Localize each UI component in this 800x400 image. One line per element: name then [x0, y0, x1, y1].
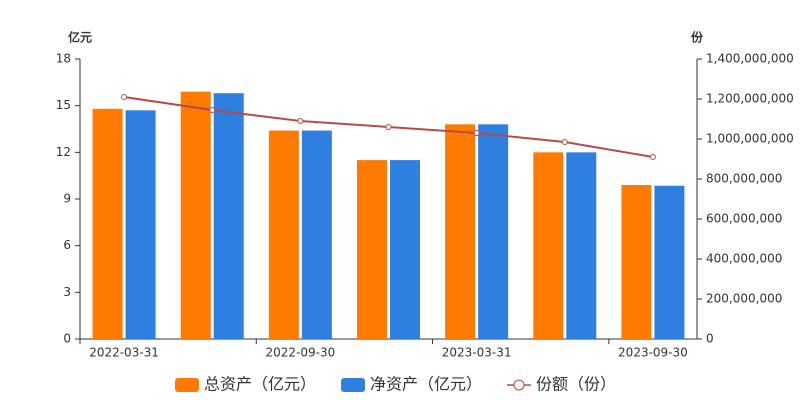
y2-tick-label: 200,000,000 — [706, 292, 782, 306]
y-tick-label: 18 — [56, 52, 71, 66]
y-tick-label: 6 — [63, 238, 71, 252]
y-tick-label: 12 — [56, 145, 71, 159]
bar — [92, 108, 123, 340]
bar — [301, 130, 332, 339]
bar — [268, 130, 299, 339]
bar — [566, 152, 597, 339]
bar — [213, 93, 244, 339]
legend-label: 净资产（亿元） — [370, 375, 482, 394]
bar — [125, 110, 156, 339]
y2-tick-label: 1,000,000,000 — [706, 132, 794, 146]
y2-tick-label: 400,000,000 — [706, 252, 782, 266]
x-tick-label: 2022-09-30 — [265, 346, 335, 360]
y2-tick-label: 800,000,000 — [706, 172, 782, 186]
bar — [654, 185, 685, 339]
line-point — [209, 107, 216, 113]
y2-axis-unit: 份 — [691, 30, 704, 45]
line-point — [297, 118, 304, 124]
bar — [621, 185, 652, 339]
bar — [478, 124, 509, 339]
bar — [445, 124, 476, 339]
y2-tick-label: 600,000,000 — [706, 212, 782, 226]
y2-tick-label: 1,400,000,000 — [706, 52, 794, 66]
x-tick-label: 2023-03-31 — [442, 346, 512, 360]
y2-tick-label: 1,200,000,000 — [706, 92, 794, 106]
legend-swatch — [341, 378, 365, 392]
line-point — [649, 154, 656, 160]
y-tick-label: 0 — [63, 332, 71, 346]
legend-swatch — [175, 378, 199, 392]
line-point — [121, 94, 128, 100]
line-point — [561, 139, 568, 145]
legend-label: 份额（份） — [536, 375, 616, 394]
line-point — [473, 130, 480, 136]
bar — [357, 160, 387, 339]
y-tick-label: 3 — [63, 285, 71, 299]
bar — [390, 160, 420, 339]
y-tick-label: 15 — [56, 98, 71, 112]
bar — [180, 91, 211, 340]
x-tick-label: 2022-03-31 — [89, 346, 159, 360]
y-tick-label: 9 — [63, 192, 71, 206]
legend-label: 总资产（亿元） — [204, 375, 316, 394]
legend-swatch — [513, 379, 525, 391]
bar — [533, 152, 564, 339]
line-point — [385, 124, 392, 130]
y2-tick-label: 0 — [706, 332, 714, 346]
x-tick-label: 2023-09-30 — [618, 346, 688, 360]
y-axis-unit: 亿元 — [68, 30, 92, 45]
